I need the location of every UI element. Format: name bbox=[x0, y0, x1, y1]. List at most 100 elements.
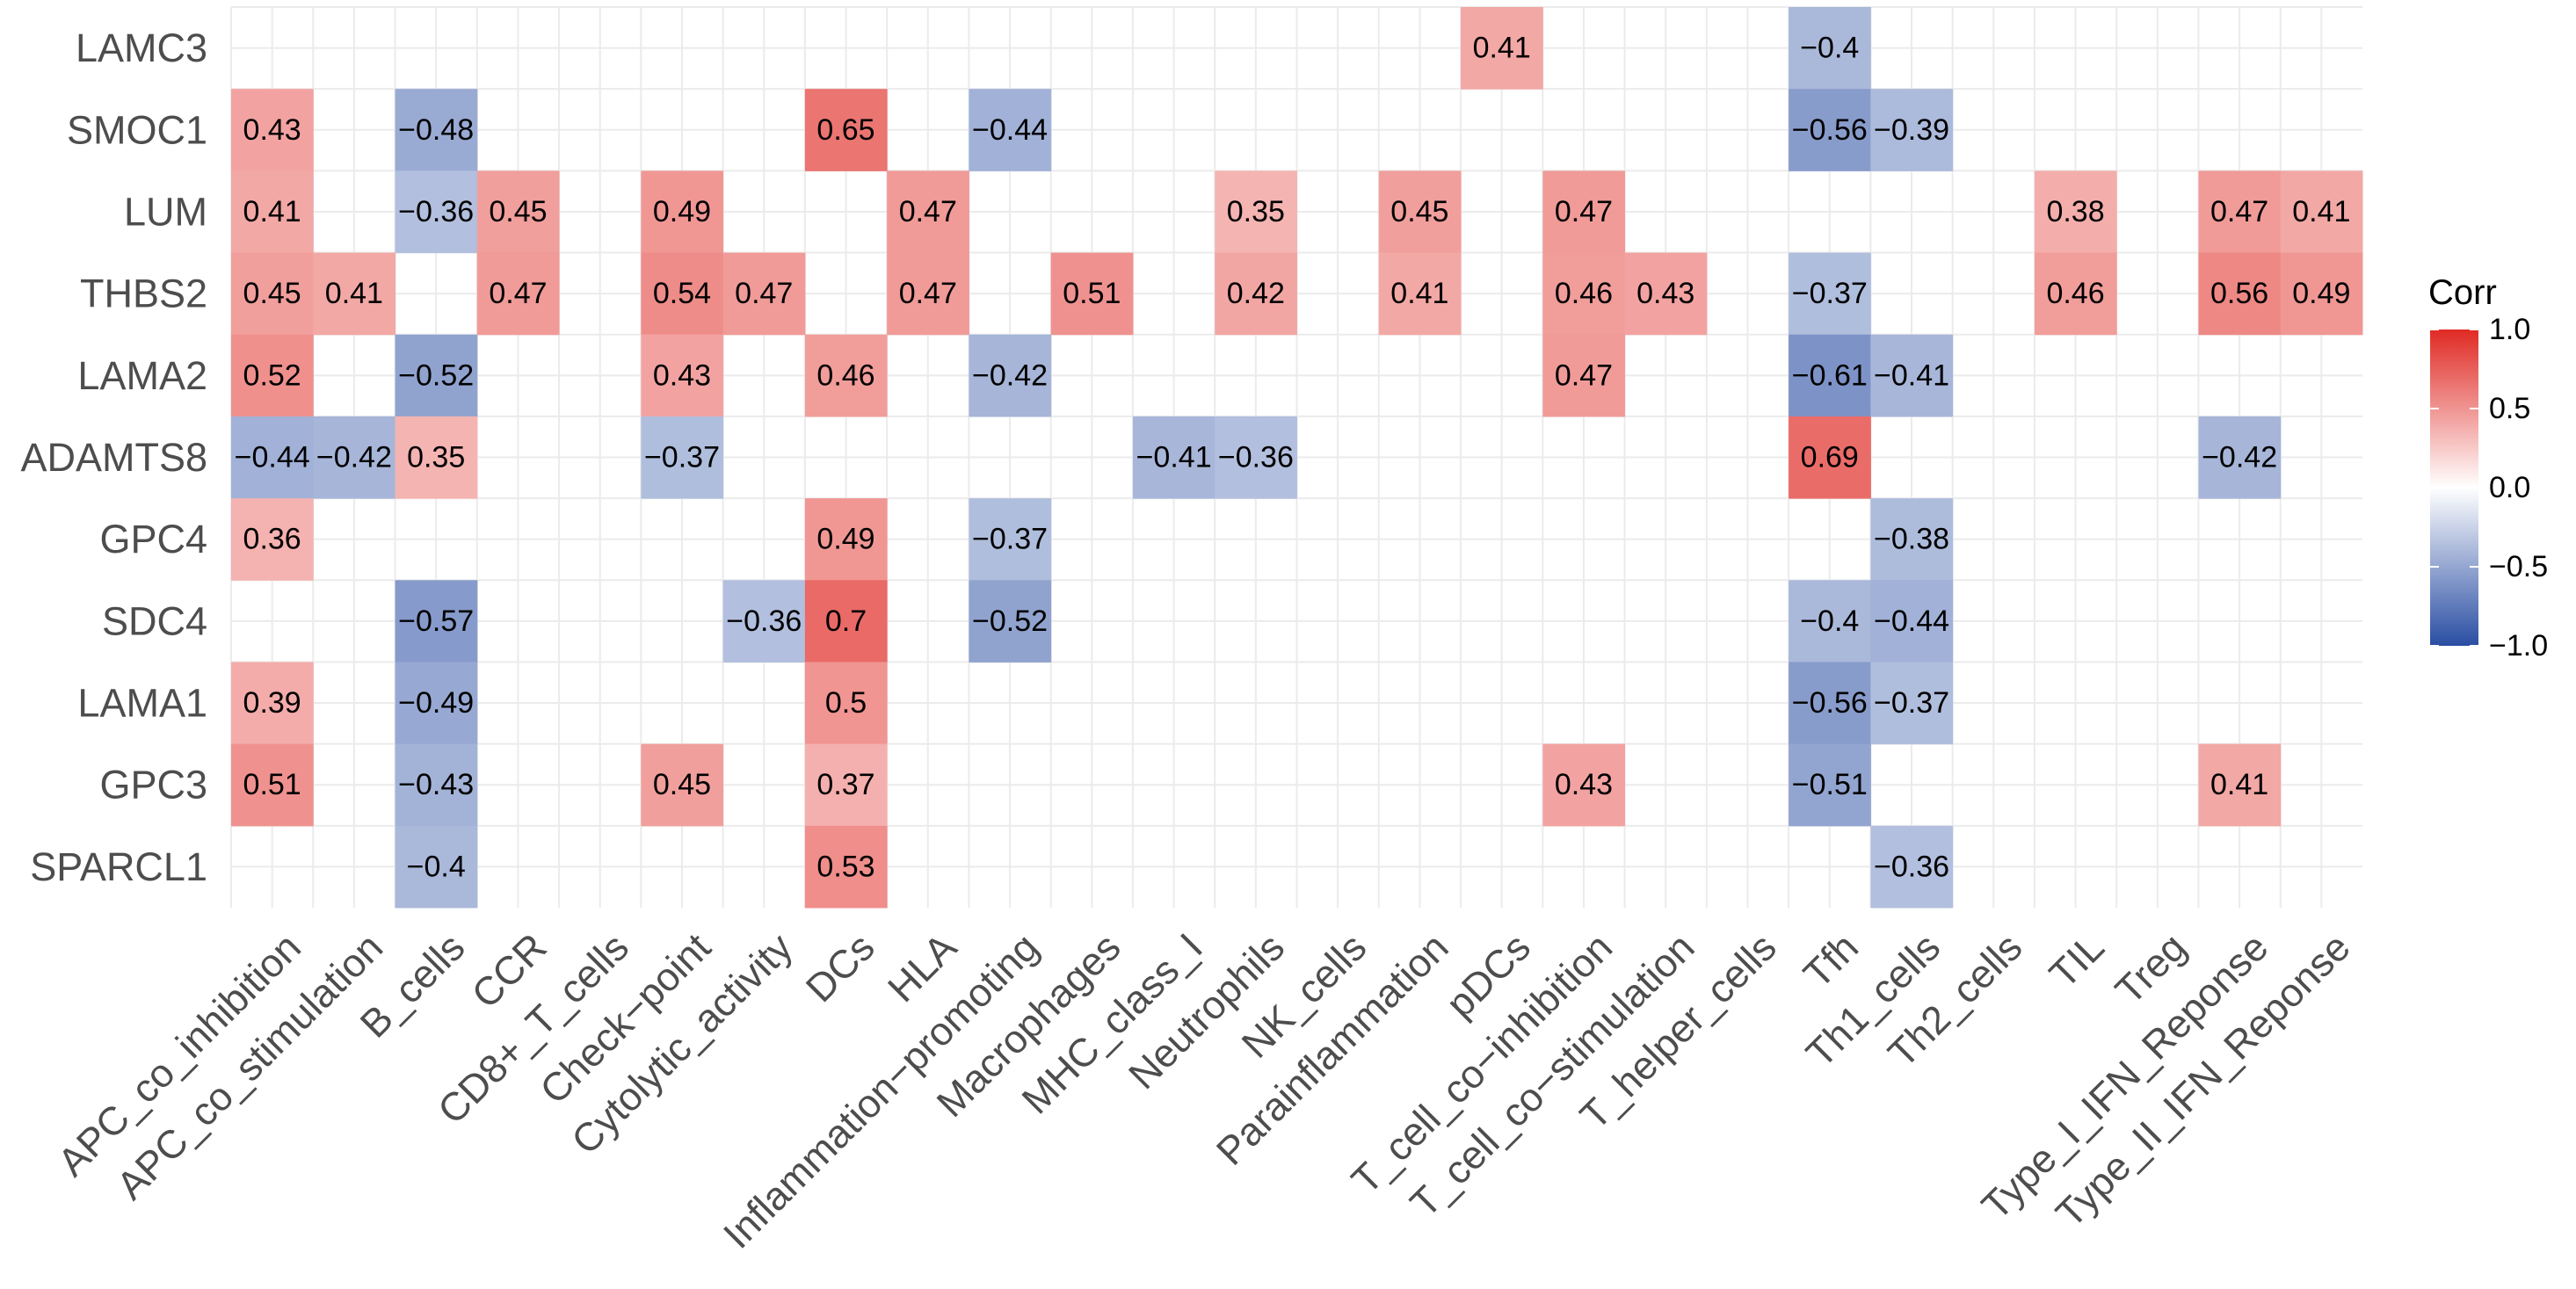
heatmap-cell-gpc3-apc-co-inhibition bbox=[231, 743, 314, 827]
heatmap-cell-lum-til bbox=[2034, 170, 2117, 254]
heatmap-cell-lama2-tfh bbox=[1789, 334, 1871, 417]
heatmap-cell-adamts8-mhc-class-i bbox=[1132, 416, 1215, 499]
heatmap-cell-thbs2-apc-co-stimulation bbox=[313, 252, 396, 336]
heatmap-cell-thbs2-t-cell-co-stimulation bbox=[1624, 252, 1708, 336]
cell-value-label: −0.37 bbox=[972, 523, 1048, 556]
legend-tick-label: 1.0 bbox=[2489, 313, 2530, 346]
heatmap-cell-gpc4-dcs bbox=[804, 498, 888, 581]
heatmap-cell-gpc3-tfh bbox=[1789, 743, 1871, 827]
cell-value-label: 0.52 bbox=[243, 358, 301, 392]
heatmap-cell-thbs2-neutrophils bbox=[1215, 252, 1297, 336]
heatmap-cell-adamts8-check-point bbox=[641, 416, 724, 499]
heatmap-cell-gpc4-th1-cells bbox=[1870, 498, 1954, 581]
heatmap-cell-lama2-dcs bbox=[804, 334, 888, 417]
y-tick-label-adamts8: ADAMTS8 bbox=[20, 435, 207, 480]
heatmap-cell-gpc4-inflammation-promoting bbox=[969, 498, 1052, 581]
heatmap-cell-smoc1-th1-cells bbox=[1870, 89, 1954, 171]
heatmap-cell-sdc4-dcs bbox=[804, 580, 888, 663]
cell-value-label: −0.42 bbox=[316, 441, 392, 474]
cell-value-label: 0.45 bbox=[653, 768, 711, 801]
heatmap-cell-lama1-b-cells bbox=[395, 662, 478, 745]
cell-value-label: −0.56 bbox=[1792, 113, 1868, 147]
cell-value-label: −0.44 bbox=[235, 441, 310, 474]
cell-value-label: −0.48 bbox=[398, 113, 474, 147]
y-tick-label-smoc1: SMOC1 bbox=[67, 107, 207, 152]
heatmap-cell-thbs2-tfh bbox=[1789, 252, 1871, 336]
legend-title: Corr bbox=[2428, 273, 2497, 312]
heatmap-cell-thbs2-macrophages bbox=[1050, 252, 1134, 336]
legend-tick-label: −1.0 bbox=[2489, 629, 2548, 663]
heatmap-cell-sparcl1-th1-cells bbox=[1870, 825, 1954, 909]
cell-value-label: −0.42 bbox=[2202, 441, 2277, 474]
heatmap-cell-thbs2-type-i-ifn-reponse bbox=[2198, 252, 2282, 336]
heatmap-cell-sparcl1-dcs bbox=[804, 825, 888, 909]
y-tick-label-gpc4: GPC4 bbox=[99, 517, 207, 561]
heatmap-cell-lum-type-i-ifn-reponse bbox=[2198, 170, 2282, 254]
y-tick-label-thbs2: THBS2 bbox=[80, 272, 207, 316]
cell-value-label: 0.47 bbox=[899, 195, 957, 228]
cell-value-label: −0.36 bbox=[1218, 441, 1294, 474]
cell-value-label: −0.56 bbox=[1792, 686, 1868, 720]
heatmap-cell-lama2-th1-cells bbox=[1870, 334, 1954, 417]
legend-tick-label: 0.5 bbox=[2489, 392, 2530, 425]
heatmap-cells bbox=[231, 7, 2363, 909]
legend-tick-label: −0.5 bbox=[2489, 550, 2548, 583]
legend-ticks: 1.0 0.5 0.0 −0.5 −1.0 bbox=[2430, 313, 2548, 663]
legend-tick-label: 0.0 bbox=[2489, 471, 2530, 504]
cell-value-label: −0.41 bbox=[1136, 441, 1212, 474]
cell-value-labels: 0.41 −0.40.43 −0.48 0.65 −0.44 −0.56 −0.390.41… bbox=[235, 32, 2351, 884]
y-tick-label-gpc3: GPC3 bbox=[99, 763, 207, 807]
heatmap-cell-thbs2-apc-co-inhibition bbox=[231, 252, 314, 336]
cell-value-label: 0.45 bbox=[243, 277, 301, 310]
heatmap-cell-lamc3-tfh bbox=[1789, 7, 1871, 90]
heatmap-cell-lama2-apc-co-inhibition bbox=[231, 334, 314, 417]
cell-value-label: 0.39 bbox=[243, 686, 301, 720]
heatmap-cell-adamts8-apc-co-stimulation bbox=[313, 416, 396, 499]
heatmap-cell-thbs2-check-point bbox=[641, 252, 724, 336]
cell-value-label: 0.35 bbox=[1227, 195, 1285, 228]
cell-value-label: 0.46 bbox=[2046, 277, 2104, 310]
cell-value-label: 0.45 bbox=[489, 195, 547, 228]
heatmap-cell-lum-check-point bbox=[641, 170, 724, 254]
cell-value-label: 0.49 bbox=[2292, 277, 2350, 310]
cell-value-label: 0.41 bbox=[325, 277, 383, 310]
cell-value-label: 0.43 bbox=[653, 358, 711, 392]
cell-value-label: −0.37 bbox=[1792, 277, 1868, 310]
heatmap-cell-gpc4-apc-co-inhibition bbox=[231, 498, 314, 581]
heatmap-cell-smoc1-b-cells bbox=[395, 89, 478, 171]
cell-value-label: −0.37 bbox=[644, 441, 720, 474]
heatmap-cell-lamc3-pdcs bbox=[1461, 7, 1543, 90]
cell-value-label: 0.36 bbox=[243, 523, 301, 556]
cell-value-label: −0.41 bbox=[1874, 358, 1949, 392]
cell-value-label: 0.41 bbox=[2292, 195, 2350, 228]
cell-value-label: 0.42 bbox=[1227, 277, 1285, 310]
heatmap-cell-adamts8-tfh bbox=[1789, 416, 1871, 499]
cell-value-label: 0.53 bbox=[816, 850, 874, 883]
heatmap-cell-lama2-inflammation-promoting bbox=[969, 334, 1052, 417]
heatmap-cell-sdc4-inflammation-promoting bbox=[969, 580, 1052, 663]
cell-value-label: −0.36 bbox=[726, 605, 802, 638]
y-tick-label-lamc3: LAMC3 bbox=[76, 25, 207, 70]
cell-value-label: 0.35 bbox=[407, 441, 465, 474]
heatmap-cell-lum-neutrophils bbox=[1215, 170, 1297, 254]
y-tick-label-lama2: LAMA2 bbox=[77, 353, 207, 398]
cell-value-label: 0.47 bbox=[2210, 195, 2268, 228]
cell-value-label: 0.5 bbox=[825, 686, 867, 720]
heatmap-cell-lum-parainflammation bbox=[1378, 170, 1462, 254]
heatmap-cell-adamts8-b-cells bbox=[395, 416, 478, 499]
cell-value-label: −0.4 bbox=[407, 850, 466, 883]
cell-value-label: −0.51 bbox=[1792, 768, 1868, 801]
y-tick-label-lama1: LAMA1 bbox=[77, 681, 207, 726]
heatmap-cell-adamts8-type-i-ifn-reponse bbox=[2198, 416, 2282, 499]
heatmap-cell-sdc4-tfh bbox=[1789, 580, 1871, 663]
cell-value-label: −0.36 bbox=[398, 195, 474, 228]
cell-value-label: −0.49 bbox=[398, 686, 474, 720]
cell-value-label: −0.4 bbox=[1800, 605, 1859, 638]
cell-value-label: −0.52 bbox=[398, 358, 474, 392]
cell-value-label: 0.56 bbox=[2210, 277, 2268, 310]
heatmap-cell-thbs2-t-cell-co-inhibition bbox=[1542, 252, 1626, 336]
cell-value-label: 0.41 bbox=[1390, 277, 1448, 310]
cell-value-label: 0.47 bbox=[489, 277, 547, 310]
cell-value-label: 0.47 bbox=[1555, 358, 1613, 392]
